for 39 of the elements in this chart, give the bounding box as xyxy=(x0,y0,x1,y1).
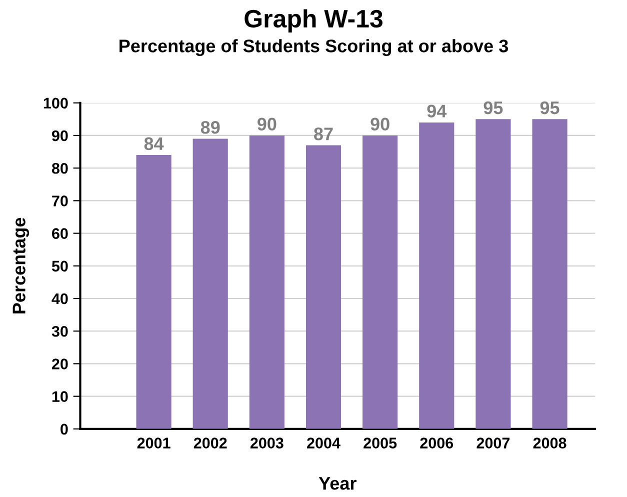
data-label: 90 xyxy=(258,118,276,131)
y-tick-label: 70 xyxy=(52,196,68,206)
y-tick-label: 100 xyxy=(44,98,68,109)
data-label: 84 xyxy=(144,137,164,150)
data-label: 89 xyxy=(200,121,220,134)
data-label: 87 xyxy=(314,128,333,140)
data-label: 94 xyxy=(427,104,447,118)
y-tick-label: 80 xyxy=(52,162,68,174)
x-tick-label: 2008 xyxy=(533,438,566,448)
bar xyxy=(306,145,342,429)
bar xyxy=(136,155,172,429)
y-tick-label: 20 xyxy=(52,358,68,370)
x-tick-label: 2004 xyxy=(307,438,340,448)
y-tick-label: 50 xyxy=(52,260,68,272)
x-axis-title: Year xyxy=(318,477,356,490)
bar xyxy=(192,138,228,429)
x-tick-label: 2007 xyxy=(476,438,510,448)
y-tick-label: 90 xyxy=(52,130,68,142)
x-tick-label: 2006 xyxy=(420,438,454,448)
data-label: 95 xyxy=(484,101,503,114)
y-tick-label: 60 xyxy=(52,228,68,239)
y-tick-label: 0 xyxy=(60,424,68,435)
chart-title: Graph W-13 xyxy=(244,9,382,33)
bar xyxy=(476,119,511,429)
y-tick-label: 10 xyxy=(52,391,68,402)
bar xyxy=(249,135,284,429)
y-tick-label: 30 xyxy=(52,326,68,337)
data-label: 95 xyxy=(540,101,560,114)
data-label: 90 xyxy=(370,118,390,131)
x-tick-label: 2002 xyxy=(194,438,227,448)
bar xyxy=(362,135,398,429)
y-axis-title: Percentage xyxy=(12,218,30,314)
bar xyxy=(419,122,454,429)
x-tick-label: 2001 xyxy=(137,438,170,448)
chart-subtitle: Percentage of Students Scoring at or above 3 xyxy=(120,39,508,56)
bar xyxy=(532,119,568,429)
x-tick-label: 2003 xyxy=(250,438,284,448)
y-tick-label: 40 xyxy=(52,293,68,304)
x-tick-label: 2005 xyxy=(364,438,397,448)
